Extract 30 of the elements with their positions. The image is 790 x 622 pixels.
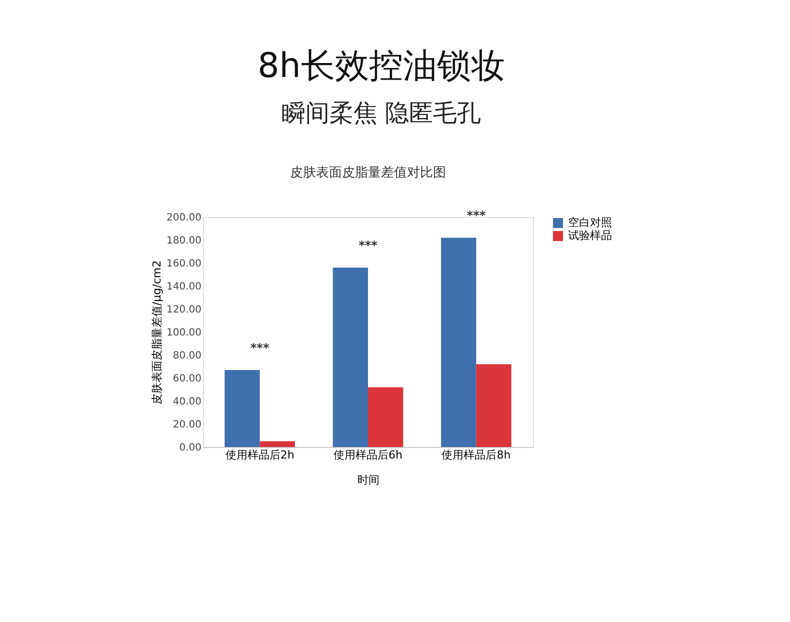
y-tick-label: 200.00 [166, 212, 202, 224]
y-tick-label: 80.00 [172, 350, 202, 362]
bar [441, 238, 476, 447]
annotation: *** [358, 238, 378, 253]
bar [368, 387, 404, 447]
x-tick-label: 使用样品后2h [225, 448, 294, 462]
y-tick-label: 180.00 [166, 236, 202, 246]
annotation: *** [250, 340, 270, 355]
x-tick-label: 使用样品后6h [334, 448, 403, 462]
y-tick-label: 0.00 [179, 442, 202, 454]
chart-title: 皮肤表面皮脂量差值对比图 [290, 166, 446, 181]
bar [332, 268, 368, 447]
legend-label: 试验样品 [568, 229, 612, 242]
bar [224, 370, 260, 447]
x-axis-title: 时间 [358, 474, 380, 486]
y-tick-label: 120.00 [166, 304, 202, 316]
bar [476, 364, 512, 447]
y-tick-label: 40.00 [172, 396, 202, 408]
y-tick-label: 20.00 [172, 420, 202, 430]
text: 8h长效控油锁妆 [258, 46, 505, 86]
x-tick-label: 使用样品后8h [442, 448, 511, 462]
y-tick-label: 100.00 [166, 328, 202, 338]
text: 瞬间柔焦 隐匿毛孔 [281, 99, 482, 128]
legend-label: 空白对照 [568, 216, 612, 229]
y-axis-title: 皮肤表面皮脂量差值/μg/cm2 [150, 260, 164, 405]
y-tick-label: 60.00 [172, 374, 202, 384]
annotation: *** [466, 208, 486, 223]
y-tick-label: 140.00 [166, 282, 202, 292]
bar [260, 441, 295, 447]
y-tick-label: 160.00 [166, 258, 202, 270]
